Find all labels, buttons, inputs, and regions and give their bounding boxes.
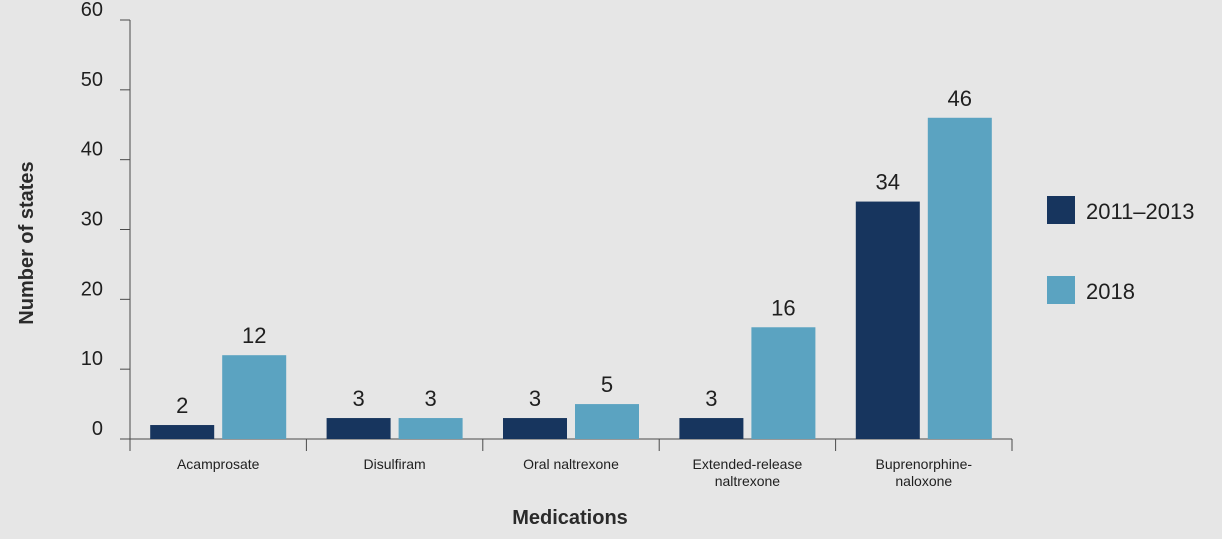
category-label-line: Buprenorphine- bbox=[876, 456, 973, 472]
bars bbox=[150, 117, 992, 440]
bar-series-2 bbox=[398, 418, 463, 439]
y-tick-label: 30 bbox=[81, 209, 103, 231]
y-tick-label: 40 bbox=[81, 139, 103, 161]
y-axis: 0 10 20 30 40 50 60 bbox=[81, 0, 131, 440]
category-label-line: Disulfiram bbox=[363, 456, 425, 472]
bar-value-label: 2 bbox=[176, 393, 188, 418]
bar-value-label: 3 bbox=[529, 386, 541, 411]
category-label-line: Acamprosate bbox=[177, 456, 260, 472]
y-tick-label: 50 bbox=[81, 69, 103, 91]
data-labels: 2 3 3 3 34 12 3 5 16 46 bbox=[176, 86, 972, 418]
bar-value-label: 3 bbox=[352, 386, 364, 411]
bar-series-2 bbox=[575, 404, 639, 439]
y-tick-label: 0 bbox=[92, 418, 103, 440]
bar-series-1 bbox=[855, 201, 920, 439]
category-label-line: Oral naltrexone bbox=[523, 456, 619, 472]
category-label: Buprenorphine-naloxone bbox=[876, 456, 973, 489]
bar-series-1 bbox=[326, 418, 391, 439]
bar-value-label: 34 bbox=[876, 170, 900, 195]
bar-series-1 bbox=[150, 425, 215, 439]
legend: 2011–2013 2018 bbox=[1047, 196, 1195, 304]
category-label: Extended-release naltrexone bbox=[693, 456, 803, 489]
legend-swatch bbox=[1047, 276, 1075, 304]
category-label-line: naltrexone bbox=[715, 473, 781, 489]
bar-value-label: 16 bbox=[771, 295, 795, 320]
bar-value-label: 3 bbox=[424, 386, 436, 411]
x-axis-title: Medications bbox=[512, 507, 628, 529]
bar-series-1 bbox=[679, 418, 744, 439]
y-tick-label: 10 bbox=[81, 348, 103, 370]
category-label: Oral naltrexone bbox=[523, 456, 619, 472]
y-axis-title: Number of states bbox=[16, 161, 38, 324]
category-label: Disulfiram bbox=[363, 456, 425, 472]
bar-value-label: 3 bbox=[705, 386, 717, 411]
bar-series-2 bbox=[222, 355, 287, 439]
legend-label: 2018 bbox=[1086, 279, 1135, 304]
legend-label: 2011–2013 bbox=[1086, 199, 1195, 224]
category-label-line: naloxone bbox=[895, 473, 952, 489]
y-tick-label: 20 bbox=[81, 278, 103, 300]
legend-swatch bbox=[1047, 196, 1075, 224]
category-label-line: Extended-release bbox=[693, 456, 803, 472]
bar-value-label: 46 bbox=[948, 86, 972, 111]
bar-series-1 bbox=[503, 418, 567, 439]
bar-value-label: 5 bbox=[601, 372, 613, 397]
x-axis: Acamprosate Disulfiram Oral naltrexone Exte… bbox=[120, 438, 1013, 489]
bar-series-2 bbox=[751, 327, 816, 439]
y-tick-label: 60 bbox=[81, 0, 103, 21]
bar-series-2 bbox=[927, 117, 992, 440]
category-label: Acamprosate bbox=[177, 456, 260, 472]
bar-value-label: 12 bbox=[242, 323, 266, 348]
